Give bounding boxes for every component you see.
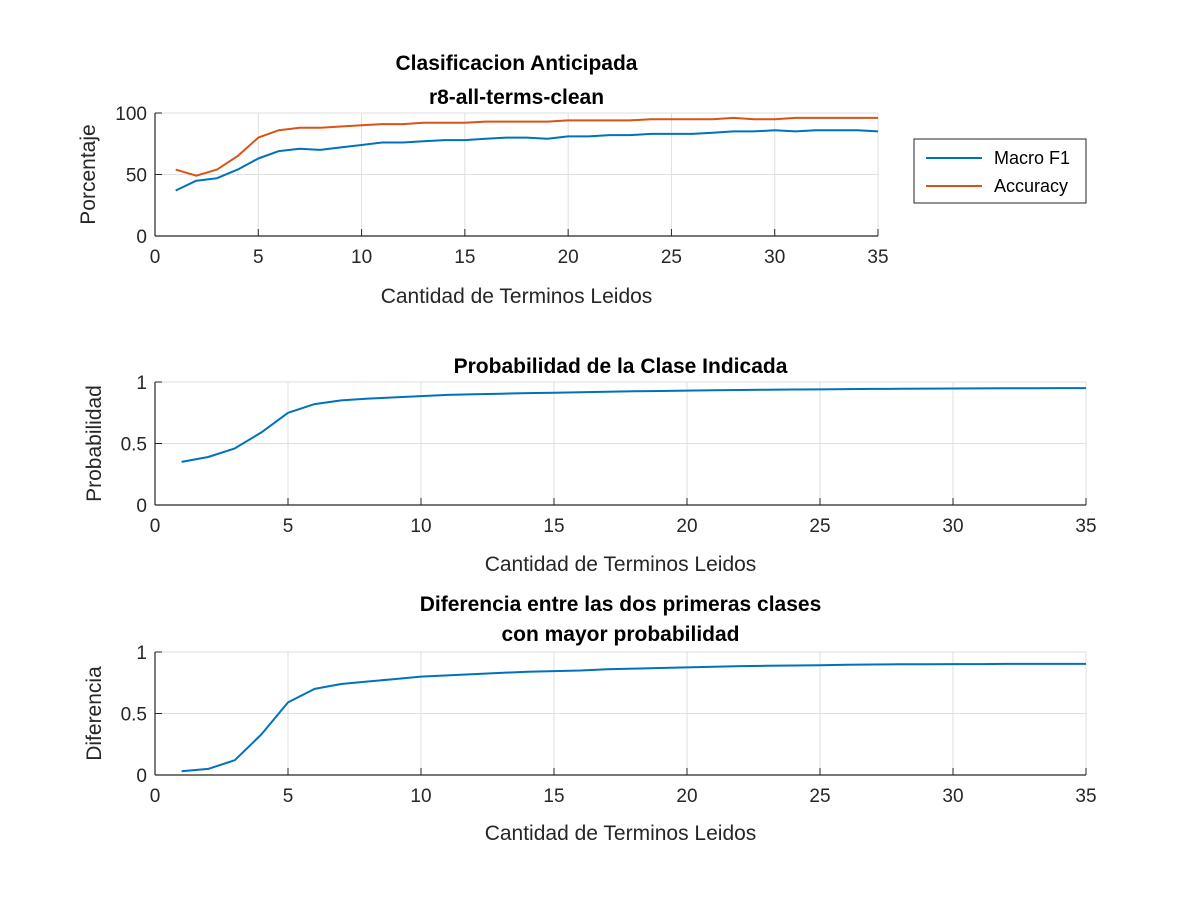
x-tick-label: 5 bbox=[253, 247, 264, 268]
legend: Macro F1 Accuracy bbox=[913, 138, 1087, 204]
x-tick-label: 35 bbox=[1075, 516, 1096, 537]
x-tick-label: 30 bbox=[942, 516, 963, 537]
x-axis-label: Cantidad de Terminos Leidos bbox=[485, 822, 757, 845]
chart-1: 0 5 10 15 20 25 30 35 0 50 100 Clasificacion Antici… bbox=[77, 52, 1087, 308]
x-tick-label: 35 bbox=[867, 247, 888, 268]
x-tick-label: 5 bbox=[283, 786, 294, 807]
x-tick-label: 15 bbox=[543, 516, 564, 537]
y-tick-label: 0.5 bbox=[121, 705, 147, 726]
x-tick-label: 30 bbox=[942, 786, 963, 807]
x-tick-label: 30 bbox=[764, 247, 785, 268]
series-line-macro-f1 bbox=[175, 129, 879, 192]
legend-label: Accuracy bbox=[994, 176, 1068, 196]
y-axis-label: Probabilidad bbox=[83, 385, 106, 502]
chart-title: Diferencia entre las dos primeras clases bbox=[420, 593, 822, 616]
chart-title: r8-all-terms-clean bbox=[429, 86, 604, 109]
y-axis-label: Porcentaje bbox=[77, 124, 100, 224]
chart-title: Probabilidad de la Clase Indicada bbox=[454, 355, 788, 378]
x-tick-label: 35 bbox=[1075, 786, 1096, 807]
x-tick-label: 20 bbox=[676, 516, 697, 537]
x-tick-label: 15 bbox=[543, 786, 564, 807]
y-tick-label: 1 bbox=[136, 373, 147, 394]
y-tick-label: 0 bbox=[136, 766, 147, 787]
series-line-accuracy bbox=[175, 116, 878, 177]
y-tick-label: 1 bbox=[136, 643, 147, 664]
x-tick-label: 25 bbox=[661, 247, 682, 268]
chart-2: 0 5 10 15 20 25 30 35 0 0.5 1 Probabilidad de la Cl… bbox=[83, 355, 1097, 576]
x-tick-label: 20 bbox=[558, 247, 579, 268]
y-axis-label: Diferencia bbox=[83, 666, 106, 761]
x-tick-label: 5 bbox=[283, 516, 294, 537]
series-line-1 bbox=[181, 387, 1086, 463]
y-tick-label: 0 bbox=[136, 496, 147, 517]
chart-title: Clasificacion Anticipada bbox=[396, 52, 638, 75]
legend-box bbox=[913, 138, 1087, 204]
x-tick-label: 20 bbox=[676, 786, 697, 807]
x-tick-label: 0 bbox=[150, 516, 161, 537]
series-line-1 bbox=[181, 662, 1086, 773]
x-tick-label: 10 bbox=[410, 786, 431, 807]
x-axis-label: Cantidad de Terminos Leidos bbox=[381, 285, 653, 308]
legend-label: Macro F1 bbox=[994, 148, 1070, 168]
x-axis-label: Cantidad de Terminos Leidos bbox=[485, 553, 757, 576]
x-tick-label: 25 bbox=[809, 786, 830, 807]
x-tick-label: 0 bbox=[150, 786, 161, 807]
y-tick-label: 50 bbox=[126, 166, 147, 187]
chart-3: 0 5 10 15 20 25 30 35 0 0.5 1 Diferencia entre las … bbox=[83, 593, 1097, 845]
y-tick-label: 100 bbox=[115, 104, 147, 125]
x-tick-label: 10 bbox=[351, 247, 372, 268]
y-tick-label: 0 bbox=[136, 227, 147, 248]
chart-title: con mayor probabilidad bbox=[501, 623, 739, 646]
x-tick-label: 25 bbox=[809, 516, 830, 537]
x-tick-label: 15 bbox=[454, 247, 475, 268]
y-tick-label: 0.5 bbox=[121, 435, 147, 456]
x-tick-label: 10 bbox=[410, 516, 431, 537]
x-tick-label: 0 bbox=[150, 247, 161, 268]
